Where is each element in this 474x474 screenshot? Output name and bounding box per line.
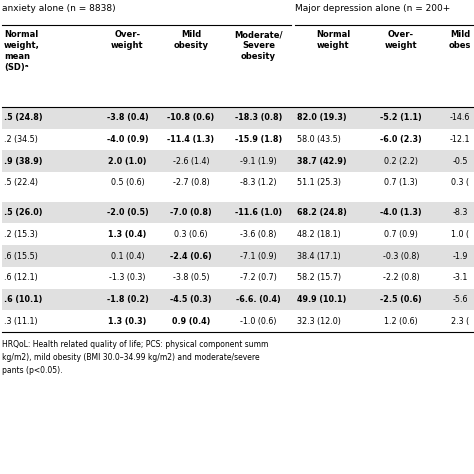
Text: -5.6: -5.6 [452,295,468,304]
Text: -1.0 (0.6): -1.0 (0.6) [240,317,277,326]
Text: -14.6: -14.6 [450,113,470,122]
Text: .2 (34.5): .2 (34.5) [4,135,38,144]
Text: 1.0 (: 1.0 ( [451,230,469,239]
Text: .5 (22.4): .5 (22.4) [4,178,38,187]
Text: -0.5: -0.5 [452,157,468,166]
Text: .9 (38.9): .9 (38.9) [4,157,43,166]
Text: Normal
weight: Normal weight [316,30,351,50]
Text: 0.9 (0.4): 0.9 (0.4) [172,317,210,326]
Text: 58.0 (43.5): 58.0 (43.5) [297,135,341,144]
Text: Mild
obesity: Mild obesity [173,30,209,50]
Text: 68.2 (24.8): 68.2 (24.8) [297,208,347,217]
Text: -2.2 (0.8): -2.2 (0.8) [383,273,419,282]
Text: -1.3 (0.3): -1.3 (0.3) [109,273,146,282]
Text: .6 (12.1): .6 (12.1) [4,273,38,282]
Text: -8.3: -8.3 [452,208,468,217]
Text: pants (p<0.05).: pants (p<0.05). [2,366,63,375]
Text: -2.4 (0.6): -2.4 (0.6) [170,252,212,261]
Bar [2,150,474,172]
Text: 0.5 (0.6): 0.5 (0.6) [110,178,145,187]
Text: -6.6. (0.4): -6.6. (0.4) [236,295,281,304]
Text: -4.0 (0.9): -4.0 (0.9) [107,135,148,144]
Text: -6.0 (2.3): -6.0 (2.3) [380,135,422,144]
Text: 82.0 (19.3): 82.0 (19.3) [297,113,346,122]
Bar [2,107,474,129]
Text: .3 (11.1): .3 (11.1) [4,317,37,326]
Text: 0.7 (1.3): 0.7 (1.3) [384,178,418,187]
Text: Normal
weight,
mean
(SD)ᵃ: Normal weight, mean (SD)ᵃ [4,30,40,73]
Text: 0.7 (0.9): 0.7 (0.9) [384,230,418,239]
Bar [2,245,474,267]
Text: 2.0 (1.0): 2.0 (1.0) [108,157,147,166]
Text: 38.7 (42.9): 38.7 (42.9) [297,157,346,166]
Text: -5.2 (1.1): -5.2 (1.1) [380,113,422,122]
Text: -7.2 (0.7): -7.2 (0.7) [240,273,277,282]
Text: 51.1 (25.3): 51.1 (25.3) [297,178,341,187]
Text: 0.3 (: 0.3 ( [451,178,469,187]
Text: -11.4 (1.3): -11.4 (1.3) [167,135,215,144]
Text: -4.5 (0.3): -4.5 (0.3) [170,295,212,304]
Text: anxiety alone (n = 8838): anxiety alone (n = 8838) [2,4,116,13]
Text: -2.5 (0.6): -2.5 (0.6) [380,295,422,304]
Bar [2,129,474,150]
Text: -12.1: -12.1 [450,135,470,144]
Text: -11.6 (1.0): -11.6 (1.0) [235,208,282,217]
Text: -8.3 (1.2): -8.3 (1.2) [240,178,277,187]
Text: .5 (24.8): .5 (24.8) [4,113,43,122]
Bar [2,202,474,224]
Bar [2,224,474,245]
Text: -9.1 (1.9): -9.1 (1.9) [240,157,277,166]
Text: Major depression alone (n = 200+: Major depression alone (n = 200+ [295,4,450,13]
Text: -3.6 (0.8): -3.6 (0.8) [240,230,277,239]
Text: 2.3 (: 2.3 ( [451,317,469,326]
Text: Over-
weight: Over- weight [111,30,144,50]
Text: -3.1: -3.1 [452,273,468,282]
Text: 58.2 (15.7): 58.2 (15.7) [297,273,341,282]
Text: -7.1 (0.9): -7.1 (0.9) [240,252,277,261]
Text: .6 (15.5): .6 (15.5) [4,252,38,261]
Text: .2 (15.3): .2 (15.3) [4,230,38,239]
Text: Mild
obes: Mild obes [449,30,471,50]
Bar [2,267,474,289]
Text: 49.9 (10.1): 49.9 (10.1) [297,295,346,304]
Text: 0.1 (0.4): 0.1 (0.4) [111,252,144,261]
Text: -2.6 (1.4): -2.6 (1.4) [173,157,210,166]
Text: -4.0 (1.3): -4.0 (1.3) [380,208,422,217]
Text: -15.9 (1.8): -15.9 (1.8) [235,135,282,144]
Text: -10.8 (0.6): -10.8 (0.6) [167,113,215,122]
Bar [2,310,474,332]
Text: -7.0 (0.8): -7.0 (0.8) [170,208,212,217]
Text: Moderate/
Severe
obesity: Moderate/ Severe obesity [234,30,283,61]
Text: HRQoL: Health related quality of life; PCS: physical component summ: HRQoL: Health related quality of life; P… [2,340,268,349]
Text: 0.2 (2.2): 0.2 (2.2) [384,157,418,166]
Text: -3.8 (0.5): -3.8 (0.5) [173,273,210,282]
Text: Over-
weight: Over- weight [385,30,417,50]
Text: -2.7 (0.8): -2.7 (0.8) [173,178,210,187]
Bar [2,289,474,310]
Text: -18.3 (0.8): -18.3 (0.8) [235,113,282,122]
Text: kg/m2), mild obesity (BMI 30.0–34.99 kg/m2) and moderate/severe: kg/m2), mild obesity (BMI 30.0–34.99 kg/… [2,353,260,362]
Text: 1.3 (0.3): 1.3 (0.3) [109,317,146,326]
Text: 38.4 (17.1): 38.4 (17.1) [297,252,341,261]
Text: -3.8 (0.4): -3.8 (0.4) [107,113,148,122]
Bar [2,172,474,194]
Text: -2.0 (0.5): -2.0 (0.5) [107,208,148,217]
Text: 0.3 (0.6): 0.3 (0.6) [174,230,208,239]
Text: 48.2 (18.1): 48.2 (18.1) [297,230,341,239]
Text: -0.3 (0.8): -0.3 (0.8) [383,252,419,261]
Text: -1.8 (0.2): -1.8 (0.2) [107,295,148,304]
Text: 32.3 (12.0): 32.3 (12.0) [297,317,341,326]
Text: 1.2 (0.6): 1.2 (0.6) [384,317,418,326]
Text: .5 (26.0): .5 (26.0) [4,208,43,217]
Text: -1.9: -1.9 [452,252,468,261]
Text: .6 (10.1): .6 (10.1) [4,295,42,304]
Text: 1.3 (0.4): 1.3 (0.4) [109,230,146,239]
